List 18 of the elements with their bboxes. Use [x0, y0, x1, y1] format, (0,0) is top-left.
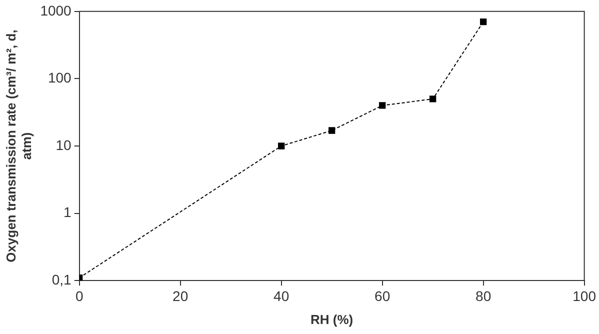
point [430, 96, 436, 102]
y-axis-title: Oxygen transmission rate (cm³/ m², d, atm) [3, 30, 34, 262]
point [278, 142, 285, 150]
x-axis-title: RH (%) [310, 312, 354, 327]
x-tick-label: 100 [572, 288, 596, 304]
point [379, 102, 386, 109]
y-tick-label: 100 [48, 70, 72, 86]
point [328, 127, 336, 134]
x-tick-label: 40 [274, 288, 290, 304]
x-tick-label: 60 [374, 288, 390, 304]
y-tick-label: 10 [56, 136, 72, 153]
x-tick-label: 0 [75, 288, 84, 304]
y-tick-label: 1000 [40, 2, 72, 18]
y-tick-label: 1 [64, 204, 72, 220]
x-tick-label: 20 [172, 288, 188, 304]
x-tick-label: 80 [476, 288, 492, 304]
y-tick-label: 0,1 [52, 271, 72, 288]
point [480, 18, 487, 26]
